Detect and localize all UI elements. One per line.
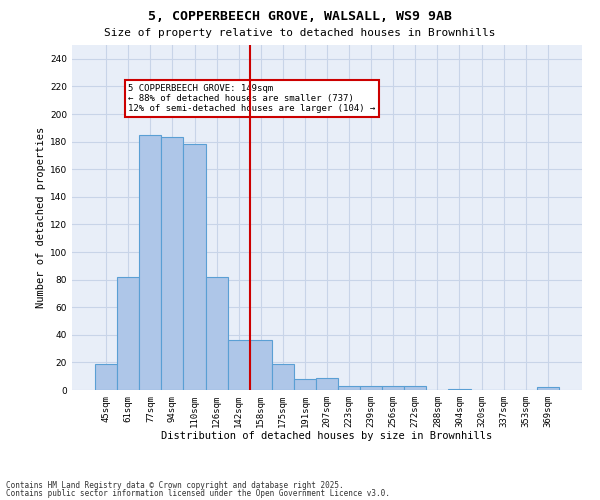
Bar bbox=[161, 138, 184, 390]
Text: Size of property relative to detached houses in Brownhills: Size of property relative to detached ho… bbox=[104, 28, 496, 38]
Bar bbox=[206, 277, 227, 390]
Bar bbox=[272, 364, 294, 390]
Bar bbox=[448, 388, 470, 390]
Bar bbox=[95, 364, 117, 390]
Y-axis label: Number of detached properties: Number of detached properties bbox=[36, 127, 46, 308]
Bar bbox=[294, 379, 316, 390]
Bar bbox=[227, 340, 250, 390]
Text: Contains public sector information licensed under the Open Government Licence v3: Contains public sector information licen… bbox=[6, 489, 390, 498]
Text: Contains HM Land Registry data © Crown copyright and database right 2025.: Contains HM Land Registry data © Crown c… bbox=[6, 480, 344, 490]
Bar bbox=[338, 386, 360, 390]
Bar bbox=[250, 340, 272, 390]
Text: 5 COPPERBEECH GROVE: 149sqm
← 88% of detached houses are smaller (737)
12% of se: 5 COPPERBEECH GROVE: 149sqm ← 88% of det… bbox=[128, 84, 376, 114]
Bar bbox=[117, 277, 139, 390]
Bar bbox=[139, 134, 161, 390]
Bar bbox=[360, 386, 382, 390]
Bar bbox=[537, 387, 559, 390]
Bar bbox=[184, 144, 206, 390]
Text: 5, COPPERBEECH GROVE, WALSALL, WS9 9AB: 5, COPPERBEECH GROVE, WALSALL, WS9 9AB bbox=[148, 10, 452, 23]
Bar bbox=[316, 378, 338, 390]
Bar bbox=[382, 386, 404, 390]
Bar bbox=[404, 386, 427, 390]
X-axis label: Distribution of detached houses by size in Brownhills: Distribution of detached houses by size … bbox=[161, 432, 493, 442]
